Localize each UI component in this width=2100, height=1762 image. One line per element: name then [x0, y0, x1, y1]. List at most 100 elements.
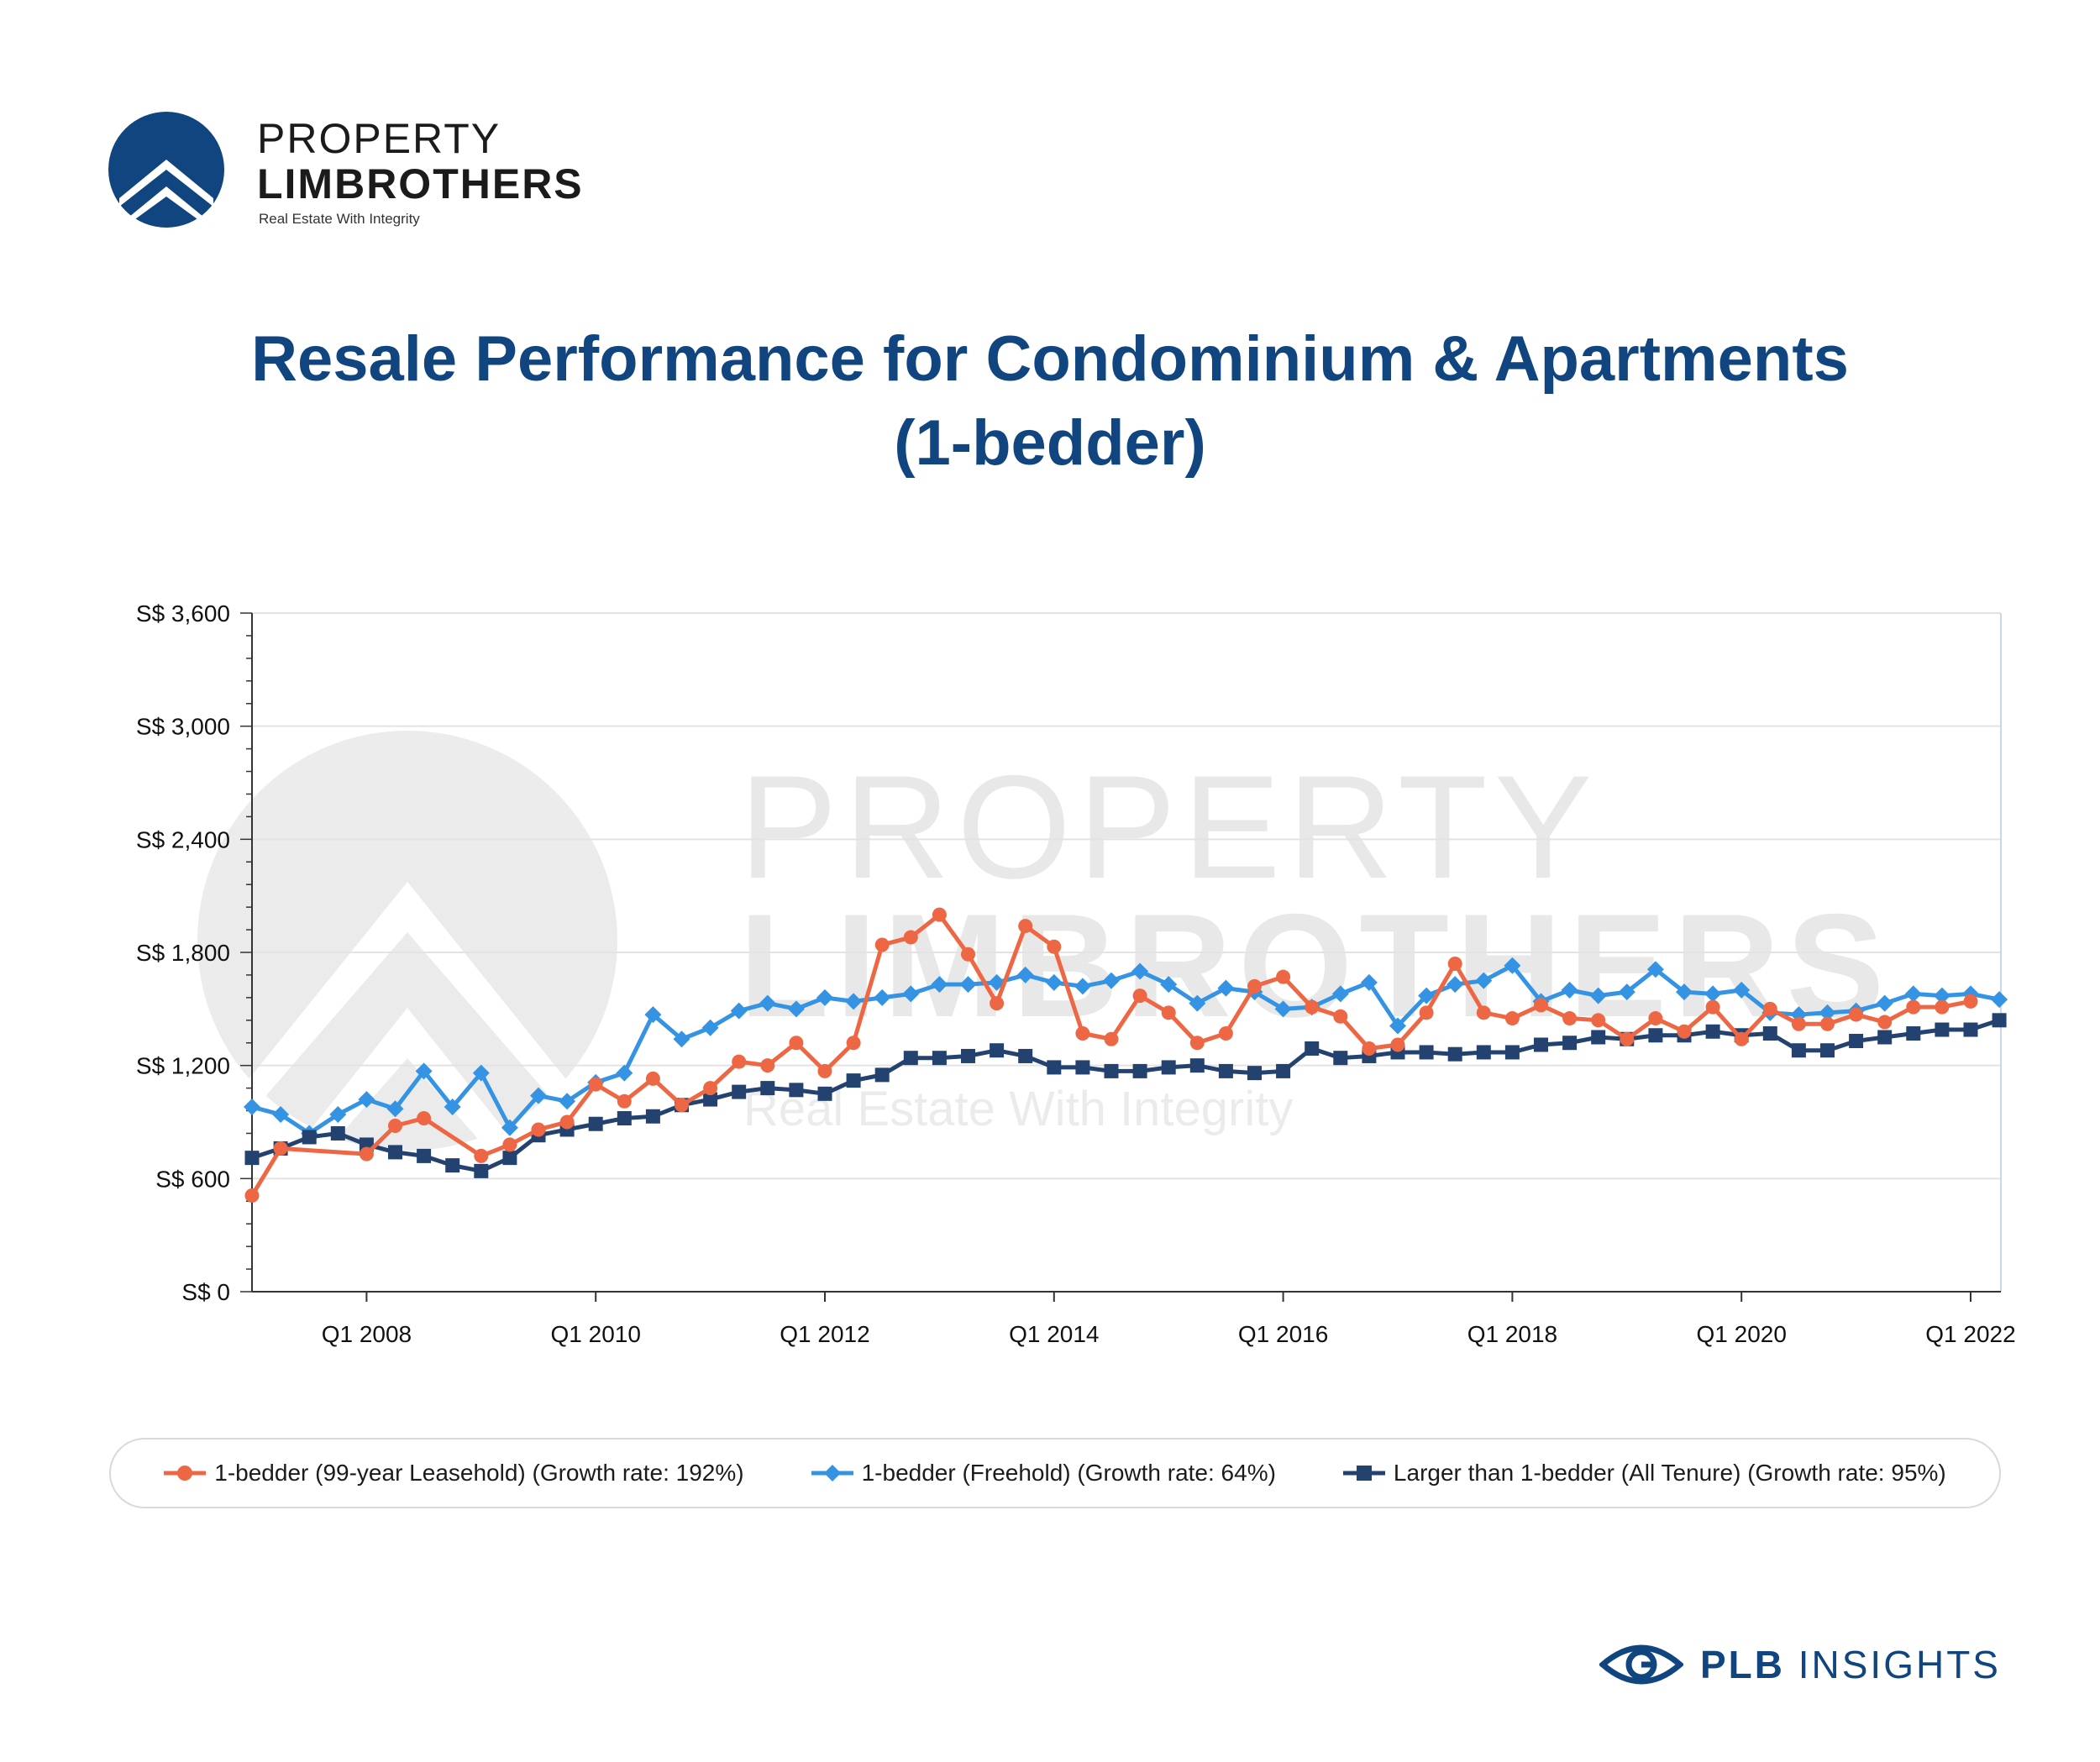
data-point-leasehold	[1705, 999, 1720, 1015]
data-point-leasehold	[1791, 1016, 1806, 1031]
data-point-freehold	[1475, 972, 1493, 989]
data-point-larger	[760, 1081, 775, 1096]
legend-square-marker-icon	[1342, 1466, 1385, 1481]
data-point-larger	[874, 1067, 890, 1083]
x-tick-label: Q1 2014	[1009, 1321, 1099, 1347]
data-point-leasehold	[1562, 1011, 1578, 1026]
data-point-leasehold	[1218, 1026, 1233, 1041]
data-point-leasehold	[1047, 939, 1062, 954]
data-point-freehold	[472, 1064, 490, 1082]
data-point-leasehold	[675, 1098, 689, 1113]
data-point-larger	[445, 1158, 460, 1173]
data-point-larger	[1476, 1045, 1491, 1060]
series-line-leasehold	[249, 912, 1971, 1197]
legend-label-freehold: 1-bedder (Freehold) (Growth rate: 64%)	[861, 1460, 1276, 1486]
data-point-larger	[1591, 1030, 1606, 1045]
data-point-larger	[1992, 1013, 2007, 1028]
data-point-larger	[961, 1048, 975, 1063]
data-point-leasehold	[474, 1148, 489, 1163]
data-point-freehold	[272, 1106, 290, 1124]
eye-logo-icon	[1599, 1644, 1683, 1685]
chart-title: Resale Performance for Condominium & Apa…	[84, 317, 2016, 485]
data-point-larger	[1161, 1060, 1176, 1075]
watermark-line2: LIMBROTHERS	[739, 884, 1891, 1048]
data-point-larger	[1562, 1036, 1578, 1051]
data-point-larger	[817, 1086, 832, 1101]
data-point-larger	[1218, 1063, 1233, 1078]
data-point-larger	[732, 1084, 747, 1099]
y-tick-label: S$ 1,800	[136, 940, 230, 966]
data-point-leasehold	[388, 1118, 402, 1133]
data-point-freehold	[616, 1064, 633, 1082]
data-point-freehold	[444, 1099, 461, 1116]
data-point-leasehold	[961, 947, 975, 962]
data-point-freehold	[1819, 1004, 1836, 1021]
data-point-freehold	[1103, 972, 1120, 989]
data-point-larger	[1419, 1045, 1434, 1060]
data-point-larger	[1762, 1026, 1777, 1041]
legend-item-larger: Larger than 1-bedder (All Tenure) (Growt…	[1342, 1460, 1946, 1487]
data-point-leasehold	[1534, 998, 1548, 1013]
data-point-leasehold	[531, 1122, 546, 1137]
y-tick-label: S$ 0	[181, 1279, 230, 1305]
data-point-leasehold	[273, 1141, 288, 1156]
property-limbrothers-logo-icon	[108, 112, 224, 228]
data-point-leasehold	[874, 937, 890, 952]
data-point-leasehold	[417, 1111, 432, 1126]
data-point-freehold	[902, 985, 920, 1003]
data-point-freehold	[931, 976, 948, 994]
data-point-leasehold	[645, 1071, 660, 1086]
data-point-freehold	[1274, 1000, 1292, 1018]
data-point-leasehold	[903, 930, 918, 945]
data-point-larger	[330, 1125, 345, 1141]
x-tick-label: Q1 2008	[322, 1321, 412, 1347]
data-point-leasehold	[1161, 1005, 1176, 1020]
data-point-freehold	[1704, 985, 1722, 1003]
data-point-larger	[1963, 1022, 1978, 1037]
data-point-larger	[1447, 1046, 1462, 1062]
data-point-larger	[789, 1083, 804, 1098]
data-point-larger	[1305, 1041, 1320, 1056]
chart-title-line2: (1-bedder)	[894, 407, 1206, 479]
data-point-freehold	[559, 1093, 576, 1110]
data-point-larger	[1018, 1048, 1033, 1063]
data-point-leasehold	[1018, 919, 1033, 934]
data-point-leasehold	[1935, 999, 1950, 1015]
watermark: PROPERTY LIMBROTHERS Real Estate With In…	[197, 731, 1891, 1226]
data-point-larger	[588, 1116, 603, 1131]
data-point-freehold	[1418, 987, 1436, 1004]
watermark-line1: PROPERTY	[739, 746, 1599, 910]
data-point-larger	[1935, 1022, 1950, 1037]
data-point-freehold	[329, 1106, 347, 1124]
watermark-logo-icon	[197, 731, 617, 1226]
data-point-freehold	[358, 1091, 375, 1109]
data-point-freehold	[787, 1000, 805, 1018]
data-point-larger	[474, 1163, 489, 1178]
data-point-freehold	[1646, 961, 1664, 978]
data-point-leasehold	[359, 1146, 374, 1162]
data-point-leasehold	[1591, 1013, 1606, 1028]
data-point-freehold	[1561, 981, 1578, 999]
data-point-leasehold	[1447, 956, 1462, 971]
data-point-freehold	[816, 989, 833, 1006]
y-tick-label: S$ 1,200	[136, 1053, 230, 1079]
data-point-freehold	[1504, 957, 1521, 974]
data-point-leasehold	[817, 1063, 832, 1078]
data-point-freehold	[845, 993, 863, 1010]
data-point-leasehold	[1677, 1024, 1692, 1039]
data-point-freehold	[1676, 983, 1693, 1001]
data-point-larger	[903, 1051, 918, 1066]
data-point-larger	[1276, 1063, 1291, 1078]
gridlines	[252, 612, 2001, 1180]
x-tick-label: Q1 2012	[780, 1321, 869, 1347]
footer-text-bold: PLB	[1699, 1643, 1785, 1686]
data-point-leasehold	[1762, 1001, 1777, 1016]
legend-diamond-marker-icon	[811, 1465, 853, 1481]
chart-title-line1: Resale Performance for Condominium & Apa…	[251, 323, 1849, 395]
data-point-freehold	[1131, 962, 1149, 980]
data-point-leasehold	[1247, 978, 1262, 994]
x-tick-label: Q1 2016	[1238, 1321, 1328, 1347]
data-point-leasehold	[1132, 989, 1147, 1004]
data-point-freehold	[1360, 973, 1378, 991]
footer-text-rest: INSIGHTS	[1784, 1643, 2001, 1686]
